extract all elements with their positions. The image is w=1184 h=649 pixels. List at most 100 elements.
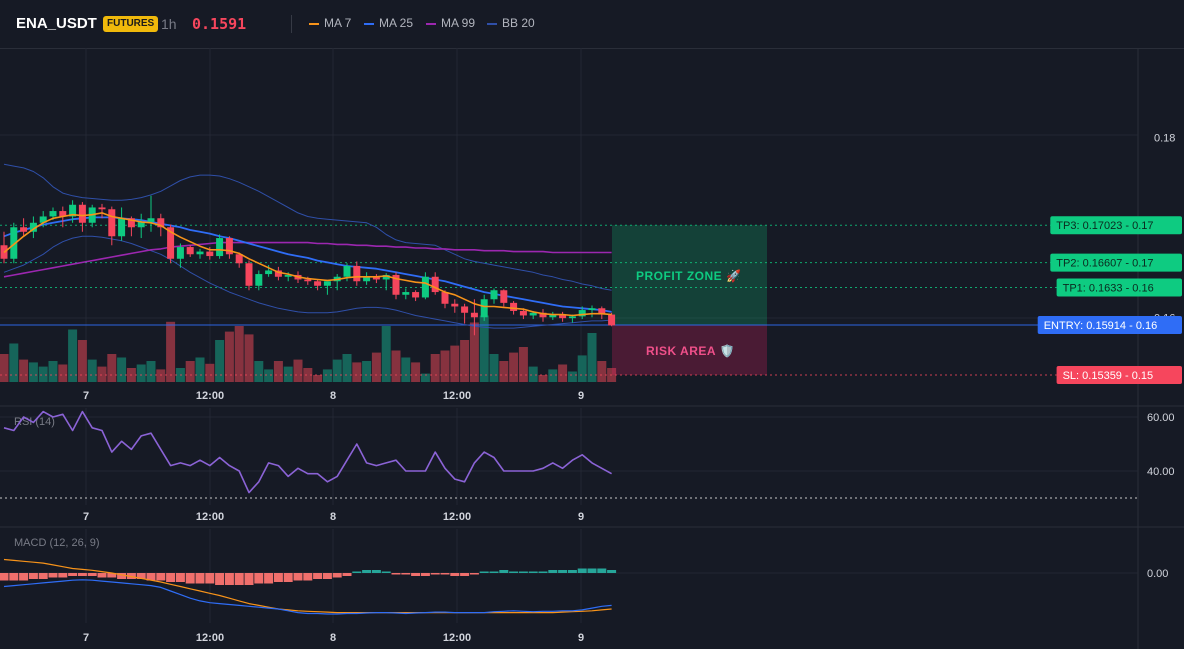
volume-bar [460,340,470,382]
volume-bar [411,362,421,382]
candle [608,312,616,327]
candle [196,248,204,259]
macd-bar [303,573,313,581]
level-tag-label: TP1: 0.1633 - 0.16 [1063,283,1154,295]
bb-lower-line [3,235,612,329]
candle-body [284,274,292,277]
level-tag-label: TP3: 0.17023 - 0.17 [1056,220,1153,232]
legend-ma25-swatch [364,22,374,25]
macd-bar [48,573,58,578]
volume-bar [303,368,313,382]
candle [108,206,116,246]
candle-body [29,222,37,232]
macd-bar [117,573,127,579]
candle-body [118,218,126,237]
macd-label: MACD (12, 26, 9) [14,537,100,549]
level-tag-label: SL: 0.15359 - 0.15 [1063,370,1154,382]
candle [519,308,527,320]
candle [598,306,606,320]
time-tick-label: 12:00 [196,390,224,402]
candle-body [274,270,282,277]
candle-body [461,306,469,313]
volume-bar [577,355,587,382]
macd-bar [607,570,617,573]
volume-bar [185,361,195,382]
volume-bar [518,347,528,382]
volume-bar [136,364,146,382]
volume-bar [205,363,215,382]
candle [216,234,224,259]
volume-bar [77,340,87,382]
symbol-name[interactable]: ENA_USDT [16,15,97,32]
macd-signal-line [3,558,612,614]
bb-upper-line [3,163,612,291]
candle-body [372,276,380,280]
candle [500,289,508,307]
candle-body [59,211,67,217]
macd-histogram [0,568,617,585]
volume-bar [9,343,19,382]
candle-body [363,276,371,282]
candle [323,281,331,295]
level-tag-bg [1037,316,1182,334]
candle-body [382,274,390,280]
futures-badge: FUTURES [103,16,159,32]
time-tick-label: 7 [83,511,89,523]
time-tick-label: 12:00 [196,511,224,523]
volume-bar [38,366,48,382]
volume-bar [224,331,234,382]
candle-body [314,281,322,286]
candle-body [147,218,155,222]
macd-bar [479,571,489,573]
candle-body [245,263,253,286]
volume-bar [352,362,362,382]
macd-bar [558,570,568,573]
macd-bar [205,573,215,584]
risk-zone-label: RISK AREA 🛡️ [646,344,735,358]
candle-body [480,299,488,318]
candle [480,294,488,321]
macd-bar [332,573,342,578]
macd-bar [313,573,323,579]
candle-body [392,274,400,295]
candle-body [402,292,410,295]
level-tag-profit: TP3: 0.17023 - 0.17 [1050,216,1182,235]
level-tag-entry: ENTRY: 0.15914 - 0.16 [1037,316,1182,334]
candles [0,195,616,336]
macd-bar [499,570,509,573]
legend-ma7[interactable]: MA 7 [309,16,351,32]
macd-bar [440,573,450,575]
candle [235,252,243,268]
candle-body [412,292,420,298]
candle [88,204,96,228]
volume-bar [450,345,460,382]
macd-bar [352,571,362,573]
volume-bar [293,359,303,382]
candle-body [588,308,596,311]
time-tick-label: 12:00 [443,390,471,402]
macd-bar [391,573,401,575]
candle [186,245,194,257]
legend-ma7-label: MA 7 [324,16,352,30]
candle [441,290,449,309]
candle [412,290,420,302]
macd-bar [175,573,185,582]
time-tick-label: 12:00 [196,632,224,644]
volume-bar [430,354,440,382]
macd-bar [381,571,391,573]
time-tick-label: 8 [330,511,336,523]
candle-body [98,207,106,210]
legend-ma99[interactable]: MA 99 [426,16,475,32]
candle-body [20,227,28,232]
legend-bb20[interactable]: BB 20 [487,16,535,32]
macd-bar [77,573,87,576]
volume-bar [244,334,254,382]
candle-body [510,302,518,311]
macd-bar [489,571,499,573]
legend-ma25[interactable]: MA 25 [364,16,413,32]
macd-bar [371,570,381,573]
candle [118,207,126,241]
timeframe-label[interactable]: 1h [161,16,177,32]
macd-bar [567,570,577,573]
